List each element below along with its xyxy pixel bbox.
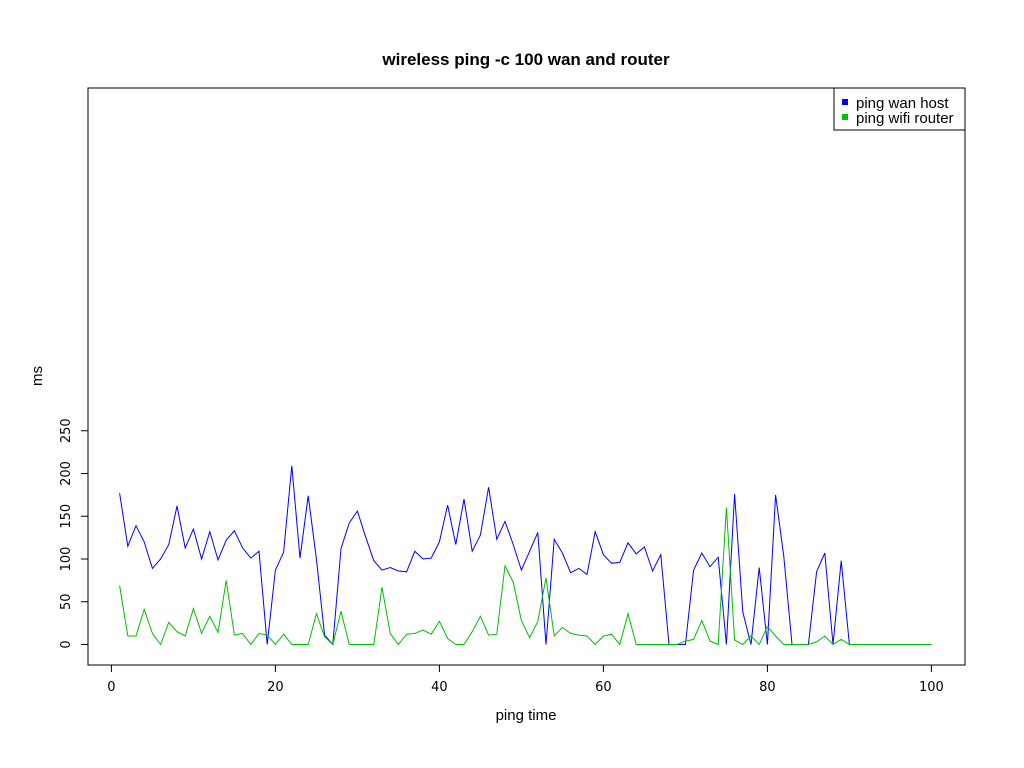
legend: ping wan host ping wifi router (833, 87, 966, 131)
x-tick-label: 60 (595, 680, 612, 695)
x-tick-label: 80 (759, 680, 776, 695)
plot-area-frame (87, 87, 966, 666)
y-tick-label: 250 (59, 418, 74, 443)
series-line-ping-wifi-router (119, 507, 932, 646)
legend-frame (833, 87, 966, 131)
legend-swatch-ping-wifi-router (842, 114, 848, 120)
series-layer (119, 465, 932, 646)
legend-label-ping-wifi-router: ping wifi router (856, 110, 954, 127)
y-axis-label: ms (29, 366, 46, 386)
chart-title: wireless ping -c 100 wan and router (381, 50, 670, 69)
y-tick-label: 100 (59, 547, 74, 572)
x-axis-label: ping time (496, 707, 557, 724)
y-axis: 0 50 100 150 200 250 (59, 418, 89, 649)
y-tick-label: 0 (59, 640, 74, 648)
series-line-ping-wan-host (119, 465, 932, 646)
x-axis: 0 20 40 60 80 100 (107, 664, 944, 695)
x-tick-label: 20 (267, 680, 284, 695)
y-tick-label: 200 (59, 461, 74, 486)
legend-label-ping-wan-host: ping wan host (856, 95, 949, 112)
x-tick-label: 40 (431, 680, 448, 695)
legend-swatch-ping-wan-host (842, 99, 848, 105)
y-tick-label: 50 (59, 593, 74, 610)
x-tick-label: 100 (919, 680, 944, 695)
x-tick-label: 0 (107, 680, 115, 695)
y-tick-label: 150 (59, 504, 74, 529)
